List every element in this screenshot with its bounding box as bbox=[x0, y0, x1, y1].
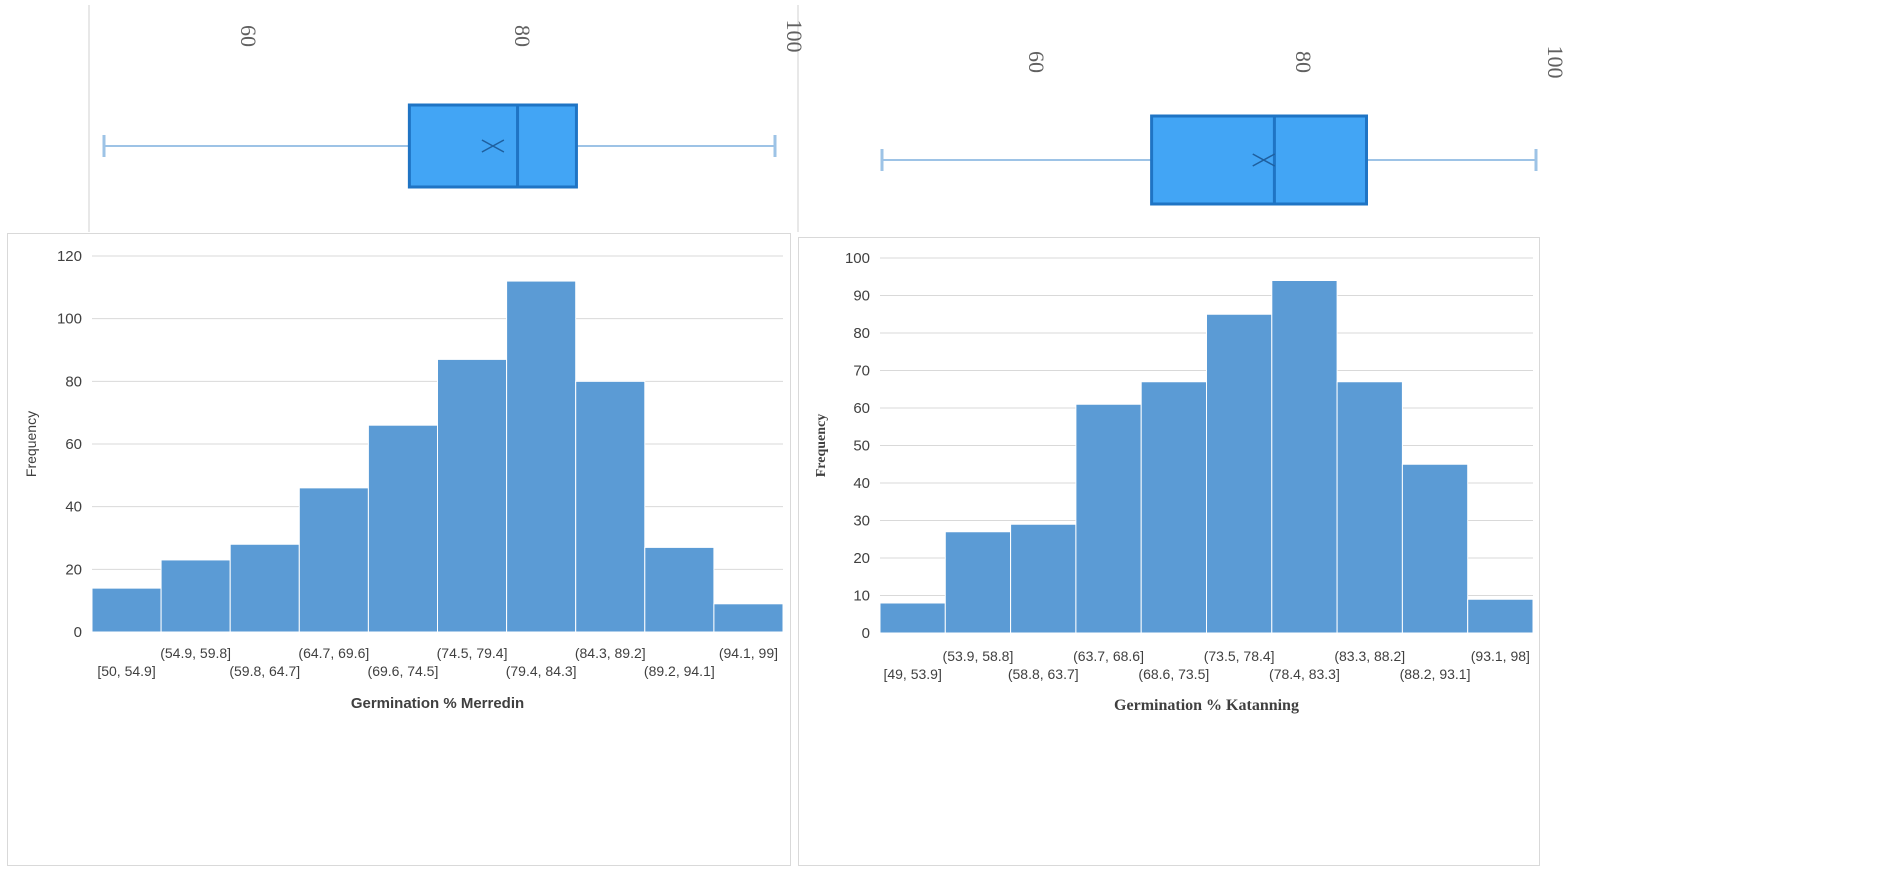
x-category-label: [49, 53.9] bbox=[883, 666, 941, 682]
y-tick-label: 120 bbox=[57, 248, 82, 265]
y-tick-label: 40 bbox=[853, 475, 870, 492]
x-axis-title: Germination % Merredin bbox=[351, 695, 524, 712]
box-iqr bbox=[1150, 114, 1368, 206]
x-category-label: (78.4, 83.3] bbox=[1269, 666, 1340, 682]
histogram-bar bbox=[1271, 280, 1338, 634]
x-category-label: [50, 54.9] bbox=[97, 663, 155, 679]
y-tick-label: 100 bbox=[57, 311, 82, 328]
x-category-label: (83.3, 88.2] bbox=[1334, 648, 1405, 664]
y-axis-title: Frequency bbox=[814, 414, 829, 478]
x-axis-title: Germination % Katanning bbox=[1114, 697, 1299, 714]
histogram-bar bbox=[298, 487, 369, 633]
y-tick-label: 50 bbox=[853, 438, 870, 455]
x-category-label: (68.6, 73.5] bbox=[1138, 666, 1209, 682]
y-tick-label: 80 bbox=[853, 325, 870, 342]
histogram-bar bbox=[1075, 403, 1142, 634]
x-category-label: (79.4, 84.3] bbox=[506, 663, 577, 679]
x-category-label: (89.2, 94.1] bbox=[644, 663, 715, 679]
x-category-label: (59.8, 64.7] bbox=[229, 663, 300, 679]
box-axis-tick-label: 100 bbox=[1543, 46, 1568, 79]
histogram-bar bbox=[575, 380, 646, 633]
histogram-bar bbox=[879, 602, 946, 634]
x-category-label: (69.6, 74.5] bbox=[368, 663, 439, 679]
histogram-bar bbox=[160, 559, 231, 633]
y-tick-label: 10 bbox=[853, 588, 870, 605]
x-category-label: (58.8, 63.7] bbox=[1008, 666, 1079, 682]
box-axis-tick-label: 100 bbox=[782, 20, 807, 53]
y-tick-label: 70 bbox=[853, 363, 870, 380]
box-axis-tick-label: 60 bbox=[1024, 51, 1049, 73]
x-category-label: (88.2, 93.1] bbox=[1400, 666, 1471, 682]
histogram-bar bbox=[506, 280, 577, 633]
y-tick-label: 90 bbox=[853, 288, 870, 305]
x-category-label: (84.3, 89.2] bbox=[575, 645, 646, 661]
box-mean-marker bbox=[481, 139, 505, 153]
y-tick-label: 20 bbox=[65, 561, 82, 578]
x-category-label: (64.7, 69.6] bbox=[298, 645, 369, 661]
y-tick-label: 0 bbox=[74, 624, 82, 641]
x-category-label: (63.7, 68.6] bbox=[1073, 648, 1144, 664]
histogram-bar bbox=[229, 543, 300, 633]
histogram-bar bbox=[713, 603, 784, 633]
y-tick-label: 20 bbox=[853, 550, 870, 567]
histogram-bar bbox=[1140, 381, 1207, 634]
histogram-frame bbox=[798, 237, 1540, 866]
y-tick-label: 30 bbox=[853, 513, 870, 530]
box-axis-tick-label: 80 bbox=[1291, 51, 1316, 73]
y-tick-label: 40 bbox=[65, 499, 82, 516]
x-category-label: (93.1, 98] bbox=[1471, 648, 1530, 664]
x-category-label: (73.5, 78.4] bbox=[1204, 648, 1275, 664]
histogram-bar bbox=[1401, 463, 1469, 634]
histogram-bar bbox=[644, 546, 715, 633]
box-axis-tick-label: 60 bbox=[236, 25, 261, 47]
y-tick-label: 100 bbox=[845, 250, 870, 267]
box-axis-tick-label: 80 bbox=[510, 25, 535, 47]
y-tick-label: 60 bbox=[853, 400, 870, 417]
histogram-bar bbox=[1336, 381, 1403, 634]
histogram-bar bbox=[1206, 313, 1273, 634]
y-tick-label: 0 bbox=[862, 625, 870, 642]
y-axis-title: Frequency bbox=[23, 411, 39, 477]
y-tick-label: 80 bbox=[65, 373, 82, 390]
histogram-bar bbox=[1467, 598, 1534, 634]
y-tick-label: 60 bbox=[65, 436, 82, 453]
box-mean-marker bbox=[1252, 153, 1276, 167]
x-category-label: (74.5, 79.4] bbox=[437, 645, 508, 661]
histogram-bar bbox=[91, 587, 162, 633]
histogram-bar bbox=[944, 531, 1012, 634]
histogram-frame bbox=[7, 233, 791, 866]
x-category-label: (94.1, 99] bbox=[719, 645, 778, 661]
histogram-bar bbox=[437, 358, 508, 633]
histogram-bar bbox=[1010, 523, 1077, 634]
histogram-bar bbox=[367, 424, 438, 633]
x-category-label: (53.9, 58.8] bbox=[943, 648, 1014, 664]
x-category-label: (54.9, 59.8] bbox=[160, 645, 231, 661]
